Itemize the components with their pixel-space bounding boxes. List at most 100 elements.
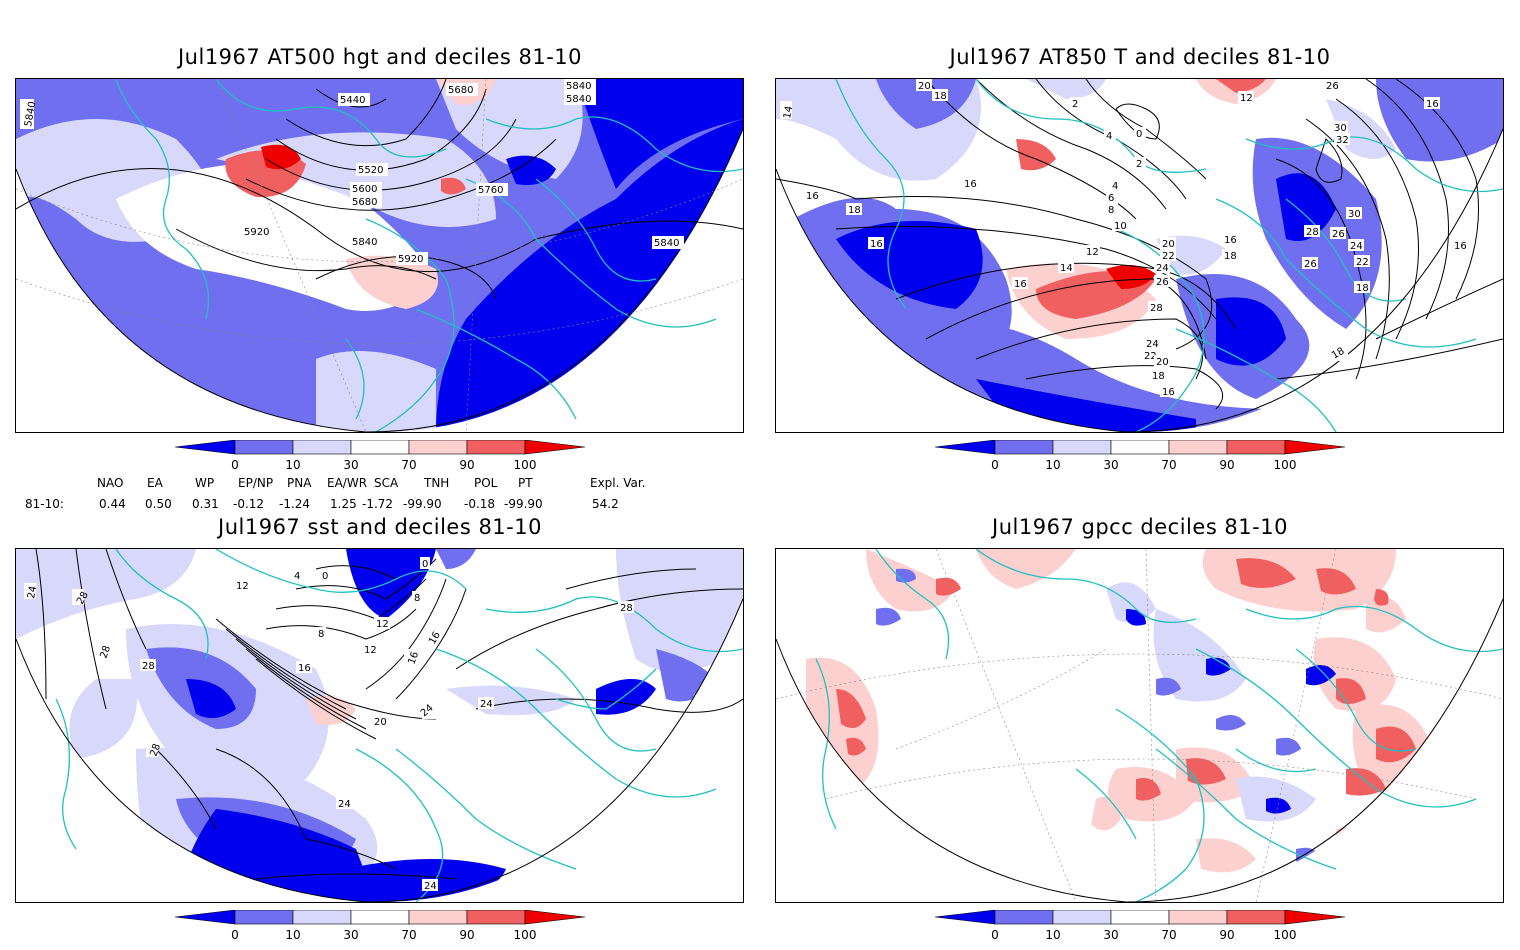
contour-label: 6 [1106,191,1118,204]
contour-label: 26 [1330,227,1346,240]
svg-text:16: 16 [1014,279,1027,290]
contour-label: 5840 [350,235,382,248]
contour-label: 16 [1012,277,1028,290]
svg-text:26: 26 [1332,229,1345,240]
colorbar-tick: 90 [1219,458,1235,472]
svg-text:5840: 5840 [566,81,591,92]
svg-text:28: 28 [1150,303,1163,314]
contour-label: 0 [420,557,430,570]
contour-label: 32 [1334,133,1350,146]
colorbar-tick: 100 [513,928,537,942]
colorbar-4: 0 10 30 70 90 100 [935,910,1355,950]
svg-text:24: 24 [26,585,39,599]
svg-text:8: 8 [318,629,324,640]
index-value: -1.24 [279,497,311,511]
svg-text:16: 16 [298,663,311,674]
colorbar-tick: 0 [231,458,239,472]
contour-label: 20 [1160,237,1176,250]
svg-text:4: 4 [1112,181,1118,192]
contour-label: 14 [780,101,795,120]
contour-label: 5680 [350,195,382,208]
svg-text:28: 28 [98,644,113,660]
contour-label: 5680 [446,83,478,96]
colorbar-tick: 0 [231,928,239,942]
contour-label: 26 [1154,275,1170,288]
colorbar-tick: 30 [343,458,359,472]
panel-title-2: Jul1967 AT850 T and deciles 81-10 [949,45,1331,69]
colorbar-tick: 30 [1103,458,1119,472]
svg-text:24: 24 [424,881,437,892]
index-value: -99.90 [403,497,442,511]
svg-text:4: 4 [294,571,300,582]
contour-label: 20 [916,79,932,92]
contour-label: 12 [374,617,390,630]
map-panel-hgt500: 5840 5440 5680 5840 5840 5520 5600 5680 … [15,78,744,433]
svg-text:28: 28 [148,742,163,758]
svg-text:26: 26 [1326,81,1339,92]
contour-label: 5760 [476,183,508,196]
contour-label: 16 [1424,97,1440,110]
svg-text:8: 8 [414,593,420,604]
contour-label: 22 [1160,249,1176,262]
map-panel-t850: 20 18 14 2 4 0 2 4 6 8 10 12 14 16 16 18… [775,78,1504,433]
index-name-pt: PT [518,476,533,490]
svg-text:5840: 5840 [23,101,38,128]
svg-text:16: 16 [1454,241,1467,252]
colorbar-tick: 90 [459,458,475,472]
contour-label: 12 [1084,245,1100,258]
svg-text:2: 2 [1136,159,1142,170]
contour-label: 28 [1148,301,1164,314]
colorbar-tick: 10 [285,928,301,942]
colorbar-tick: 70 [401,928,417,942]
svg-text:12: 12 [364,645,377,656]
svg-text:22: 22 [1144,351,1157,362]
contour-label: 5840 [564,79,596,92]
colorbar-tick: 0 [991,458,999,472]
index-name-expl-var: Expl. Var. [590,476,646,490]
svg-text:0: 0 [422,559,428,570]
svg-text:30: 30 [1334,123,1347,134]
index-value: 0.31 [192,497,219,511]
index-name-sca: SCA [374,476,399,490]
contour-label: 30 [1346,207,1362,220]
svg-text:12: 12 [376,619,389,630]
index-name-epnp: EP/NP [238,476,274,490]
index-value: -99.90 [504,497,543,511]
contour-label: 5840 [564,92,596,105]
colorbar-tick: 30 [1103,928,1119,942]
map-panel-sst: 24 28 28 28 28 12 4 0 0 8 8 12 16 12 16 … [15,548,744,903]
contour-label: 22 [1354,255,1370,268]
svg-text:5840: 5840 [566,94,591,105]
contour-label: 16 [404,649,421,666]
svg-text:12: 12 [1240,93,1253,104]
contour-label: 0 [320,569,330,582]
svg-text:18: 18 [1356,283,1369,294]
contour-label: 16 [296,661,312,674]
index-name-wp: WP [195,476,215,490]
svg-text:18: 18 [848,205,861,216]
svg-text:4: 4 [1106,131,1112,142]
svg-text:12: 12 [1086,247,1099,258]
contour-label: 18 [932,89,948,102]
svg-text:16: 16 [1224,235,1237,246]
colorbar-tick: 10 [285,458,301,472]
contour-label: 16 [1222,233,1238,246]
contour-label: 2 [1070,97,1082,110]
panel-title-4: Jul1967 gpcc deciles 81-10 [992,515,1288,539]
colorbar-tick: 10 [1045,458,1061,472]
index-value: 0.44 [99,497,126,511]
contour-label: 4 [1110,179,1122,192]
colorbar-tick: 70 [1161,458,1177,472]
contour-label: 10 [1112,219,1128,232]
svg-text:28: 28 [142,661,155,672]
contour-label: 26 [1302,257,1318,270]
contour-label: 12 [1238,91,1254,104]
svg-text:5600: 5600 [352,184,377,195]
colorbar-tick: 70 [1161,928,1177,942]
svg-text:24: 24 [1146,339,1159,350]
contour-label: 24 [1154,261,1170,274]
colorbar-tick: 100 [513,458,537,472]
svg-text:14: 14 [782,105,795,119]
contour-label: 24 [422,879,438,892]
svg-text:5440: 5440 [340,95,365,106]
